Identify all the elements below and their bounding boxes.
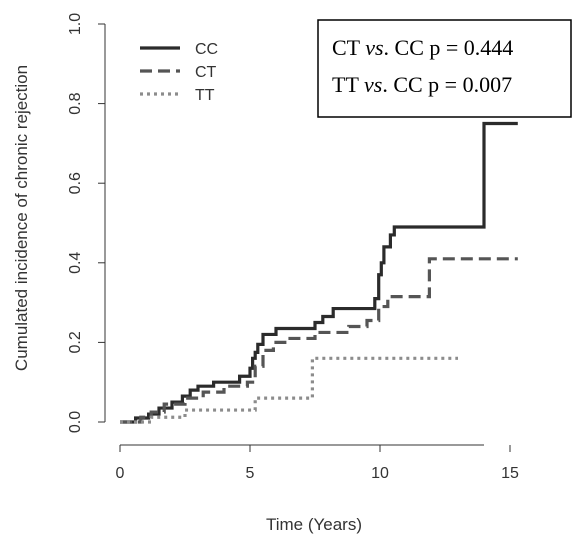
- x-tick-label: 5: [246, 465, 255, 482]
- y-tick-label: 0.0: [67, 411, 84, 433]
- y-tick-label: 1.0: [67, 13, 84, 35]
- legend-label-tt: TT: [195, 87, 215, 104]
- p-value-line-2-a: TT: [332, 72, 364, 97]
- p-value-line-1-vs: vs: [365, 35, 383, 60]
- y-tick-label: 0.6: [67, 172, 84, 194]
- y-axis-ticks: 0.0 0.2 0.4 0.6 0.8 1.0: [67, 13, 105, 433]
- p-value-line-1-b: . CC p = 0.444: [384, 35, 514, 60]
- p-value-line-1: CT vs. CC p = 0.444: [332, 35, 513, 60]
- legend-label-cc: CC: [195, 41, 218, 58]
- x-axis-label: Time (Years): [266, 515, 362, 534]
- x-tick-label: 10: [371, 465, 389, 482]
- legend-label-ct: CT: [195, 64, 217, 81]
- series-line-cc: [120, 121, 518, 424]
- p-value-line-1-a: CT: [332, 35, 365, 60]
- x-tick-label: 15: [501, 465, 519, 482]
- series-line-ct: [120, 257, 518, 424]
- p-value-line-2-b: . CC p = 0.007: [382, 72, 512, 97]
- p-value-box-border: [317, 19, 572, 118]
- y-tick-label: 0.4: [67, 252, 84, 274]
- y-tick-label: 0.8: [67, 92, 84, 114]
- series-lines: [120, 121, 518, 424]
- y-tick-label: 0.2: [67, 331, 84, 353]
- p-value-line-2: TT vs. CC p = 0.007: [332, 72, 512, 97]
- legend: CC CT TT: [140, 41, 218, 104]
- p-value-line-2-vs: vs: [364, 72, 382, 97]
- x-tick-label: 0: [116, 465, 125, 482]
- x-axis-ticks: 0 5 10 15: [116, 445, 519, 482]
- series-line-tt: [120, 356, 458, 424]
- p-value-box: CT vs. CC p = 0.444 TT vs. CC p = 0.007: [317, 19, 572, 118]
- y-axis-label: Cumulated incidence of chronic rejection: [12, 65, 31, 371]
